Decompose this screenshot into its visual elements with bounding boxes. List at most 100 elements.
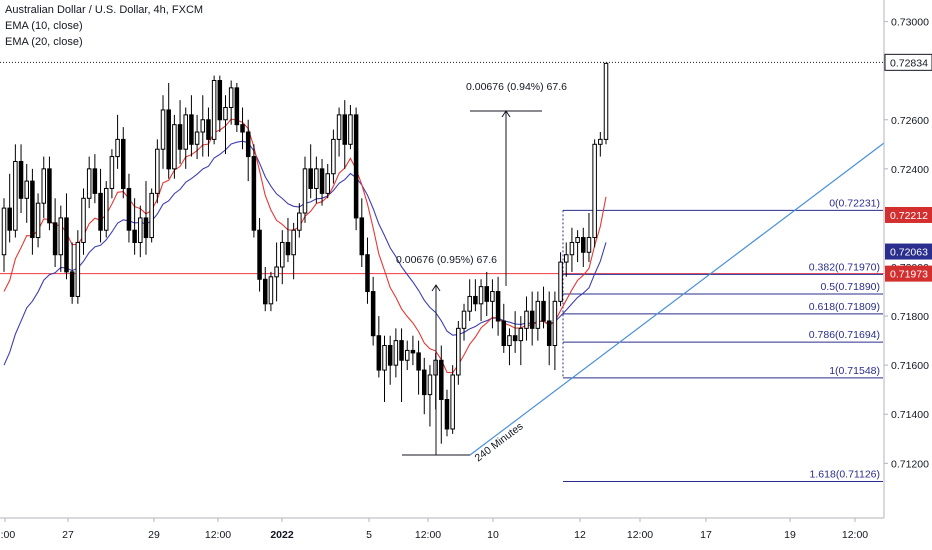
candle bbox=[240, 124, 245, 133]
measure-top-label: 0.00676 (0.94%) 67.6 bbox=[466, 81, 567, 93]
candle bbox=[325, 173, 330, 194]
candle bbox=[558, 261, 563, 302]
candle bbox=[115, 138, 120, 158]
fib-level-label: 0.618(0.71809) bbox=[809, 301, 880, 313]
candle bbox=[331, 138, 336, 175]
candle bbox=[268, 276, 274, 305]
candle bbox=[524, 310, 529, 329]
candle bbox=[251, 156, 257, 231]
candle bbox=[183, 114, 188, 150]
candle bbox=[439, 359, 444, 401]
candle bbox=[194, 131, 200, 145]
y-tick-label: 0.71200 bbox=[891, 458, 929, 470]
measure-bottom-arrowhead bbox=[431, 284, 441, 292]
y-tick-label: 0.71600 bbox=[891, 360, 929, 372]
x-tick-label: 12:00 bbox=[842, 529, 868, 541]
candle bbox=[160, 109, 166, 150]
x-tick-label: 2:00 bbox=[0, 529, 15, 541]
candle bbox=[58, 217, 64, 256]
candle bbox=[138, 217, 143, 243]
candle bbox=[427, 374, 433, 396]
price-badge bbox=[885, 265, 932, 282]
fib-level-label: 0(0.72231) bbox=[829, 197, 880, 209]
candle bbox=[217, 79, 223, 121]
x-tick-label: 12:00 bbox=[415, 529, 441, 541]
x-tick-label: 12:00 bbox=[627, 529, 653, 541]
price-badge-label: 0.72212 bbox=[890, 210, 928, 222]
y-tick-label: 0.71400 bbox=[891, 409, 929, 421]
candle bbox=[155, 148, 160, 194]
legend-ema10: EMA (10, close) bbox=[5, 20, 83, 32]
x-tick-label: 10 bbox=[487, 529, 499, 541]
candle bbox=[262, 278, 268, 305]
candle bbox=[473, 295, 478, 305]
candle bbox=[223, 106, 228, 121]
candle bbox=[598, 138, 603, 145]
candle bbox=[52, 222, 58, 256]
candle bbox=[81, 197, 86, 243]
candle bbox=[177, 124, 183, 150]
candle bbox=[336, 114, 342, 140]
candle bbox=[353, 114, 359, 219]
x-tick-label: 17 bbox=[700, 529, 712, 541]
legend-title: Australian Dollar / U.S. Dollar, 4h, FXC… bbox=[5, 4, 204, 16]
x-tick-label: 27 bbox=[62, 529, 74, 541]
fib-level-label: 0.786(0.71694) bbox=[809, 329, 880, 341]
candle bbox=[1, 207, 7, 256]
candle bbox=[257, 229, 262, 280]
candle bbox=[552, 300, 558, 347]
trendline-label: 240 Minutes bbox=[473, 420, 526, 464]
candle bbox=[501, 320, 507, 347]
candle bbox=[314, 168, 319, 189]
legend-ema20: EMA (20, close) bbox=[5, 36, 83, 48]
candle bbox=[467, 295, 472, 312]
candle bbox=[569, 241, 575, 256]
candle bbox=[592, 143, 597, 239]
x-tick-label: 2022 bbox=[270, 529, 294, 541]
price-badge bbox=[884, 53, 932, 71]
candle bbox=[64, 217, 69, 273]
price-badge bbox=[885, 206, 932, 223]
candle bbox=[422, 369, 427, 396]
trendline bbox=[469, 142, 885, 456]
x-tick-label: 12:00 bbox=[205, 529, 231, 541]
candle bbox=[450, 374, 455, 430]
candle bbox=[490, 291, 495, 302]
x-tick-label: 19 bbox=[784, 529, 796, 541]
candle bbox=[98, 192, 103, 231]
candle bbox=[484, 286, 489, 302]
candle bbox=[149, 192, 154, 239]
candle bbox=[234, 87, 240, 126]
candle bbox=[365, 254, 370, 293]
candle bbox=[126, 187, 132, 231]
candle bbox=[92, 168, 98, 194]
candle bbox=[200, 119, 206, 133]
candle bbox=[541, 300, 546, 322]
fib-level-label: 1(0.71548) bbox=[829, 365, 880, 377]
candle bbox=[291, 229, 296, 256]
candle bbox=[478, 286, 484, 305]
chart-legend: Australian Dollar / U.S. Dollar, 4h, FXC… bbox=[5, 2, 203, 50]
candle bbox=[456, 327, 461, 376]
candle bbox=[274, 266, 279, 278]
candle bbox=[518, 327, 524, 342]
candle bbox=[376, 335, 382, 371]
price-badge-label: 0.72063 bbox=[890, 247, 928, 259]
price-badge-label: 0.72834 bbox=[890, 57, 928, 69]
candle bbox=[280, 241, 285, 268]
candle bbox=[308, 168, 313, 189]
candle bbox=[69, 271, 75, 297]
candle bbox=[211, 79, 217, 140]
candle bbox=[393, 340, 399, 366]
candle bbox=[495, 291, 501, 322]
candle bbox=[512, 335, 518, 342]
candle bbox=[103, 187, 109, 231]
candle bbox=[563, 254, 569, 263]
candle bbox=[189, 114, 194, 145]
candle bbox=[245, 131, 251, 158]
candle bbox=[228, 87, 234, 108]
x-tick-label: 5 bbox=[366, 529, 372, 541]
candle bbox=[404, 349, 410, 361]
candle bbox=[24, 180, 29, 199]
